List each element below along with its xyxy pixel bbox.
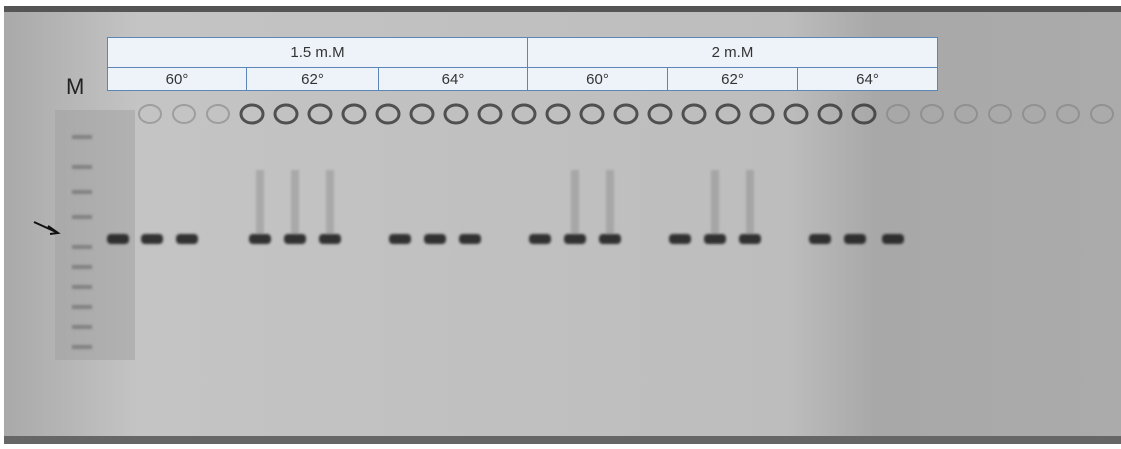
temperature-header: 62° (246, 67, 379, 91)
smear (606, 170, 614, 235)
ladder-band (72, 285, 92, 289)
ladder-band (72, 305, 92, 309)
concentration-header: 2 m.M (527, 37, 938, 68)
ladder-band (72, 345, 92, 349)
band (319, 234, 341, 244)
smear (326, 170, 334, 235)
band (599, 234, 621, 244)
smear (746, 170, 754, 235)
band (141, 234, 163, 244)
ladder-band (72, 245, 92, 249)
gel-top-edge (4, 6, 1121, 12)
band (882, 234, 904, 244)
band (809, 234, 831, 244)
band (107, 234, 129, 244)
temperature-header: 62° (667, 67, 798, 91)
marker-label: M (66, 74, 84, 100)
ladder-band (72, 325, 92, 329)
band (564, 234, 586, 244)
band (284, 234, 306, 244)
smear (291, 170, 299, 235)
temperature-header: 64° (797, 67, 938, 91)
band (669, 234, 691, 244)
ladder-band (72, 265, 92, 269)
temperature-header: 64° (378, 67, 528, 91)
band (739, 234, 761, 244)
ladder-band (72, 165, 92, 169)
band (459, 234, 481, 244)
band (704, 234, 726, 244)
temperature-header: 60° (107, 67, 247, 91)
band (389, 234, 411, 244)
ladder-band (72, 190, 92, 194)
smear (711, 170, 719, 235)
band (176, 234, 198, 244)
gel-bottom-edge (4, 436, 1121, 444)
band (424, 234, 446, 244)
smear (571, 170, 579, 235)
temperature-header: 60° (527, 67, 668, 91)
ladder-band (72, 135, 92, 139)
concentration-header: 1.5 m.M (107, 37, 528, 68)
band (844, 234, 866, 244)
gel-figure: M 1.5 m.M 2 m.M 60° 62° 64° 60° 62° 64° (0, 0, 1121, 449)
band (249, 234, 271, 244)
ladder-band (72, 215, 92, 219)
smear (256, 170, 264, 235)
band (529, 234, 551, 244)
